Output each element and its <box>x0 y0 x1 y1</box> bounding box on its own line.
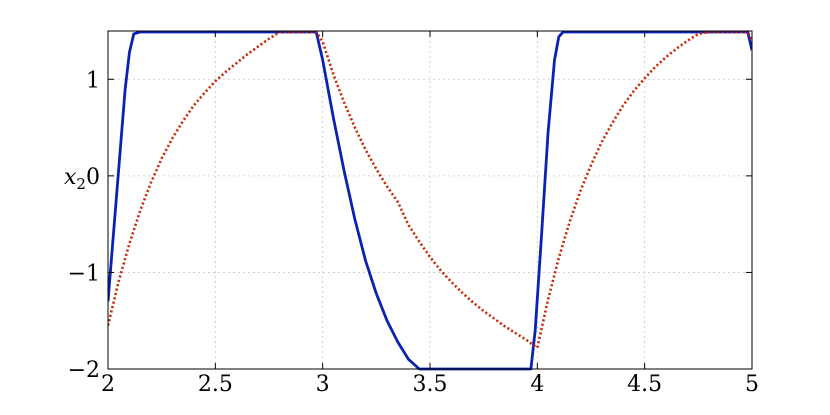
x-tick-label: 3.5 <box>413 372 448 397</box>
series-layer <box>108 30 752 371</box>
series-solid-line <box>108 30 752 371</box>
y-tick-label: 1 <box>86 68 100 93</box>
y-tick-label: 0 <box>86 165 100 190</box>
series-dotted-line <box>108 30 752 350</box>
x-tick-label: 3 <box>316 372 330 397</box>
y-axis-label-subscript: 2 <box>76 175 86 193</box>
y-tick-label: −2 <box>68 358 100 383</box>
x-tick-label: 4 <box>530 372 544 397</box>
tick-labels: 2 2.5 3 3.5 4 4.5 5 −2 −1 0 1 <box>68 68 759 397</box>
y-axis-label-main: x <box>64 165 77 190</box>
x-tick-label: 4.5 <box>627 372 662 397</box>
grid <box>107 31 753 370</box>
x-tick-label: 2 <box>101 372 115 397</box>
y-tick-label: −1 <box>68 261 100 286</box>
x-tick-label: 5 <box>745 372 759 397</box>
ticks <box>107 31 753 370</box>
y-axis-label: x2 <box>64 165 86 193</box>
x-tick-label: 2.5 <box>198 372 233 397</box>
